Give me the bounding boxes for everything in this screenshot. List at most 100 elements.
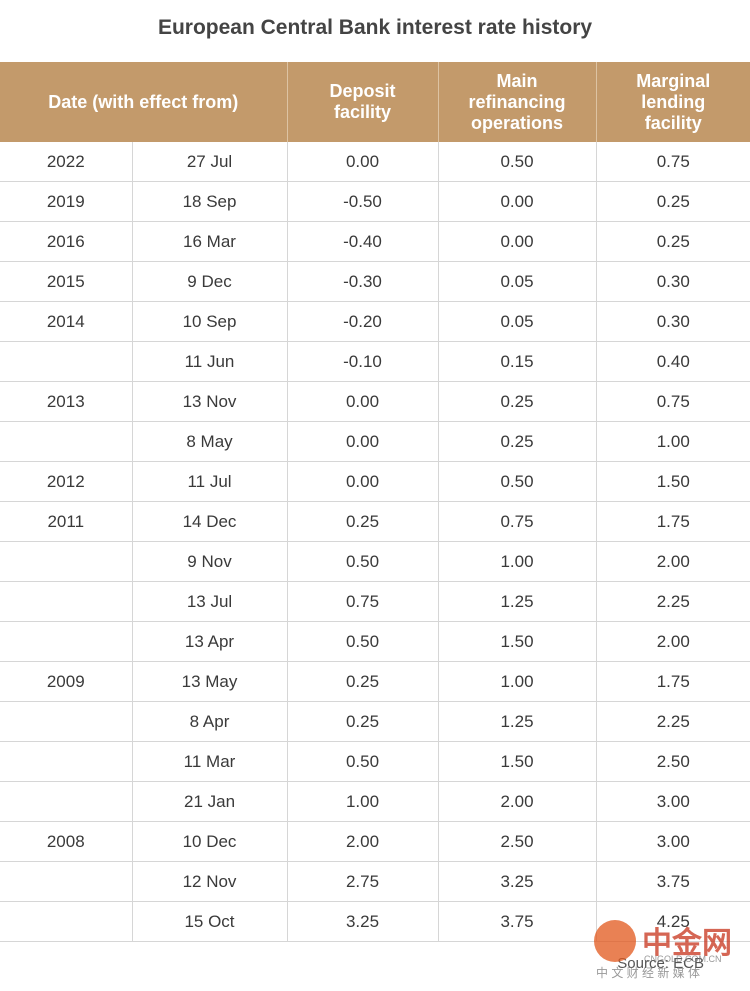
header-text: Main refinancing operations bbox=[468, 70, 566, 133]
header-cell: Main refinancing operations bbox=[438, 62, 597, 142]
date-cell: 21 Jan bbox=[132, 781, 288, 822]
deposit-cell: 0.50 bbox=[287, 621, 439, 662]
year-cell: 2014 bbox=[0, 301, 133, 342]
deposit-cell: 2.00 bbox=[287, 821, 439, 862]
mlf-cell: 2.00 bbox=[596, 541, 750, 582]
mro-cell: 0.05 bbox=[438, 301, 597, 342]
mlf-cell: 0.30 bbox=[596, 301, 750, 342]
mro-cell: 1.50 bbox=[438, 621, 597, 662]
watermark: 中金网 CNGOLD.COM.CN 中 文 财 经 新 媒 体 bbox=[592, 918, 742, 980]
mlf-cell: 1.75 bbox=[596, 501, 750, 542]
date-cell: 10 Dec bbox=[132, 821, 288, 862]
date-cell: 13 Nov bbox=[132, 381, 288, 422]
date-cell: 10 Sep bbox=[132, 301, 288, 342]
mlf-cell: 2.50 bbox=[596, 741, 750, 782]
mro-cell: 0.15 bbox=[438, 341, 597, 382]
mro-cell: 0.05 bbox=[438, 261, 597, 302]
deposit-cell: 3.25 bbox=[287, 901, 439, 942]
year-cell: 2015 bbox=[0, 261, 133, 302]
deposit-cell: -0.50 bbox=[287, 181, 439, 222]
table-row: 2011 14 Dec 0.25 0.75 1.75 bbox=[0, 501, 750, 542]
header-row: Date (with effect from) Deposit facility… bbox=[0, 62, 750, 142]
year-cell: 2019 bbox=[0, 181, 133, 222]
table-row: 13 Apr 0.50 1.50 2.00 bbox=[0, 621, 750, 662]
mlf-cell: 0.30 bbox=[596, 261, 750, 302]
year-cell: 2011 bbox=[0, 501, 133, 542]
table-row: 9 Nov 0.50 1.00 2.00 bbox=[0, 541, 750, 582]
mro-cell: 0.00 bbox=[438, 221, 597, 262]
deposit-cell: -0.40 bbox=[287, 221, 439, 262]
year-cell: 2016 bbox=[0, 221, 133, 262]
table-row: 2015 9 Dec -0.30 0.05 0.30 bbox=[0, 261, 750, 302]
table-row: 11 Mar 0.50 1.50 2.50 bbox=[0, 741, 750, 782]
year-cell: 2008 bbox=[0, 821, 133, 862]
table-row: 21 Jan 1.00 2.00 3.00 bbox=[0, 781, 750, 822]
mlf-cell: 2.25 bbox=[596, 701, 750, 742]
table-row: 12 Nov 2.75 3.25 3.75 bbox=[0, 861, 750, 902]
header-cell: Date (with effect from) bbox=[0, 62, 288, 142]
year-cell: 2022 bbox=[0, 142, 133, 182]
table-row: 8 Apr 0.25 1.25 2.25 bbox=[0, 701, 750, 742]
mlf-cell: 0.40 bbox=[596, 341, 750, 382]
mlf-cell: 1.50 bbox=[596, 461, 750, 502]
date-cell: 13 Apr bbox=[132, 621, 288, 662]
year-cell bbox=[0, 861, 133, 902]
date-cell: 18 Sep bbox=[132, 181, 288, 222]
date-cell: 16 Mar bbox=[132, 221, 288, 262]
year-cell bbox=[0, 341, 133, 382]
watermark-brand: 中金网 bbox=[642, 927, 732, 960]
watermark-tagline: 中 文 财 经 新 媒 体 bbox=[596, 966, 701, 980]
mro-cell: 0.50 bbox=[438, 142, 597, 182]
mlf-cell: 3.00 bbox=[596, 781, 750, 822]
rates-table: Date (with effect from) Deposit facility… bbox=[0, 62, 750, 942]
mlf-cell: 0.25 bbox=[596, 221, 750, 262]
header-cell: Marginal lending facility bbox=[596, 62, 750, 142]
mro-cell: 1.00 bbox=[438, 541, 597, 582]
table-row: 2022 27 Jul 0.00 0.50 0.75 bbox=[0, 142, 750, 182]
mro-cell: 0.00 bbox=[438, 181, 597, 222]
mlf-cell: 3.75 bbox=[596, 861, 750, 902]
header-text: Marginal lending facility bbox=[636, 70, 711, 133]
deposit-cell: 0.25 bbox=[287, 501, 439, 542]
year-cell bbox=[0, 701, 133, 742]
date-cell: 15 Oct bbox=[132, 901, 288, 942]
mro-cell: 0.25 bbox=[438, 421, 597, 462]
table-body: 2022 27 Jul 0.00 0.50 0.75 2019 18 Sep -0.50 0.0… bbox=[0, 142, 750, 942]
mlf-cell: 0.75 bbox=[596, 142, 750, 182]
table-row: 8 May 0.00 0.25 1.00 bbox=[0, 421, 750, 462]
mro-cell: 2.00 bbox=[438, 781, 597, 822]
deposit-cell: 2.75 bbox=[287, 861, 439, 902]
date-cell: 8 Apr bbox=[132, 701, 288, 742]
table-row: 2009 13 May 0.25 1.00 1.75 bbox=[0, 661, 750, 702]
mro-cell: 0.75 bbox=[438, 501, 597, 542]
table-row: 2013 13 Nov 0.00 0.25 0.75 bbox=[0, 381, 750, 422]
table-row: 2016 16 Mar -0.40 0.00 0.25 bbox=[0, 221, 750, 262]
deposit-cell: 0.50 bbox=[287, 541, 439, 582]
deposit-cell: 1.00 bbox=[287, 781, 439, 822]
deposit-cell: 0.25 bbox=[287, 661, 439, 702]
table-row: 2012 11 Jul 0.00 0.50 1.50 bbox=[0, 461, 750, 502]
mro-cell: 1.25 bbox=[438, 701, 597, 742]
mlf-cell: 2.00 bbox=[596, 621, 750, 662]
mlf-cell: 0.25 bbox=[596, 181, 750, 222]
table-row: 13 Jul 0.75 1.25 2.25 bbox=[0, 581, 750, 622]
mlf-cell: 0.75 bbox=[596, 381, 750, 422]
deposit-cell: -0.10 bbox=[287, 341, 439, 382]
deposit-cell: 0.00 bbox=[287, 142, 439, 182]
mro-cell: 1.00 bbox=[438, 661, 597, 702]
date-cell: 9 Nov bbox=[132, 541, 288, 582]
header-cell: Deposit facility bbox=[287, 62, 439, 142]
deposit-cell: -0.20 bbox=[287, 301, 439, 342]
mlf-cell: 1.00 bbox=[596, 421, 750, 462]
mlf-cell: 3.00 bbox=[596, 821, 750, 862]
table-head: Date (with effect from) Deposit facility… bbox=[0, 62, 750, 142]
watermark-logo bbox=[594, 920, 636, 962]
date-cell: 11 Jul bbox=[132, 461, 288, 502]
deposit-cell: 0.75 bbox=[287, 581, 439, 622]
header-text: Date (with effect from) bbox=[48, 91, 239, 112]
deposit-cell: 0.00 bbox=[287, 461, 439, 502]
date-cell: 13 Jul bbox=[132, 581, 288, 622]
year-cell bbox=[0, 581, 133, 622]
date-cell: 11 Jun bbox=[132, 341, 288, 382]
